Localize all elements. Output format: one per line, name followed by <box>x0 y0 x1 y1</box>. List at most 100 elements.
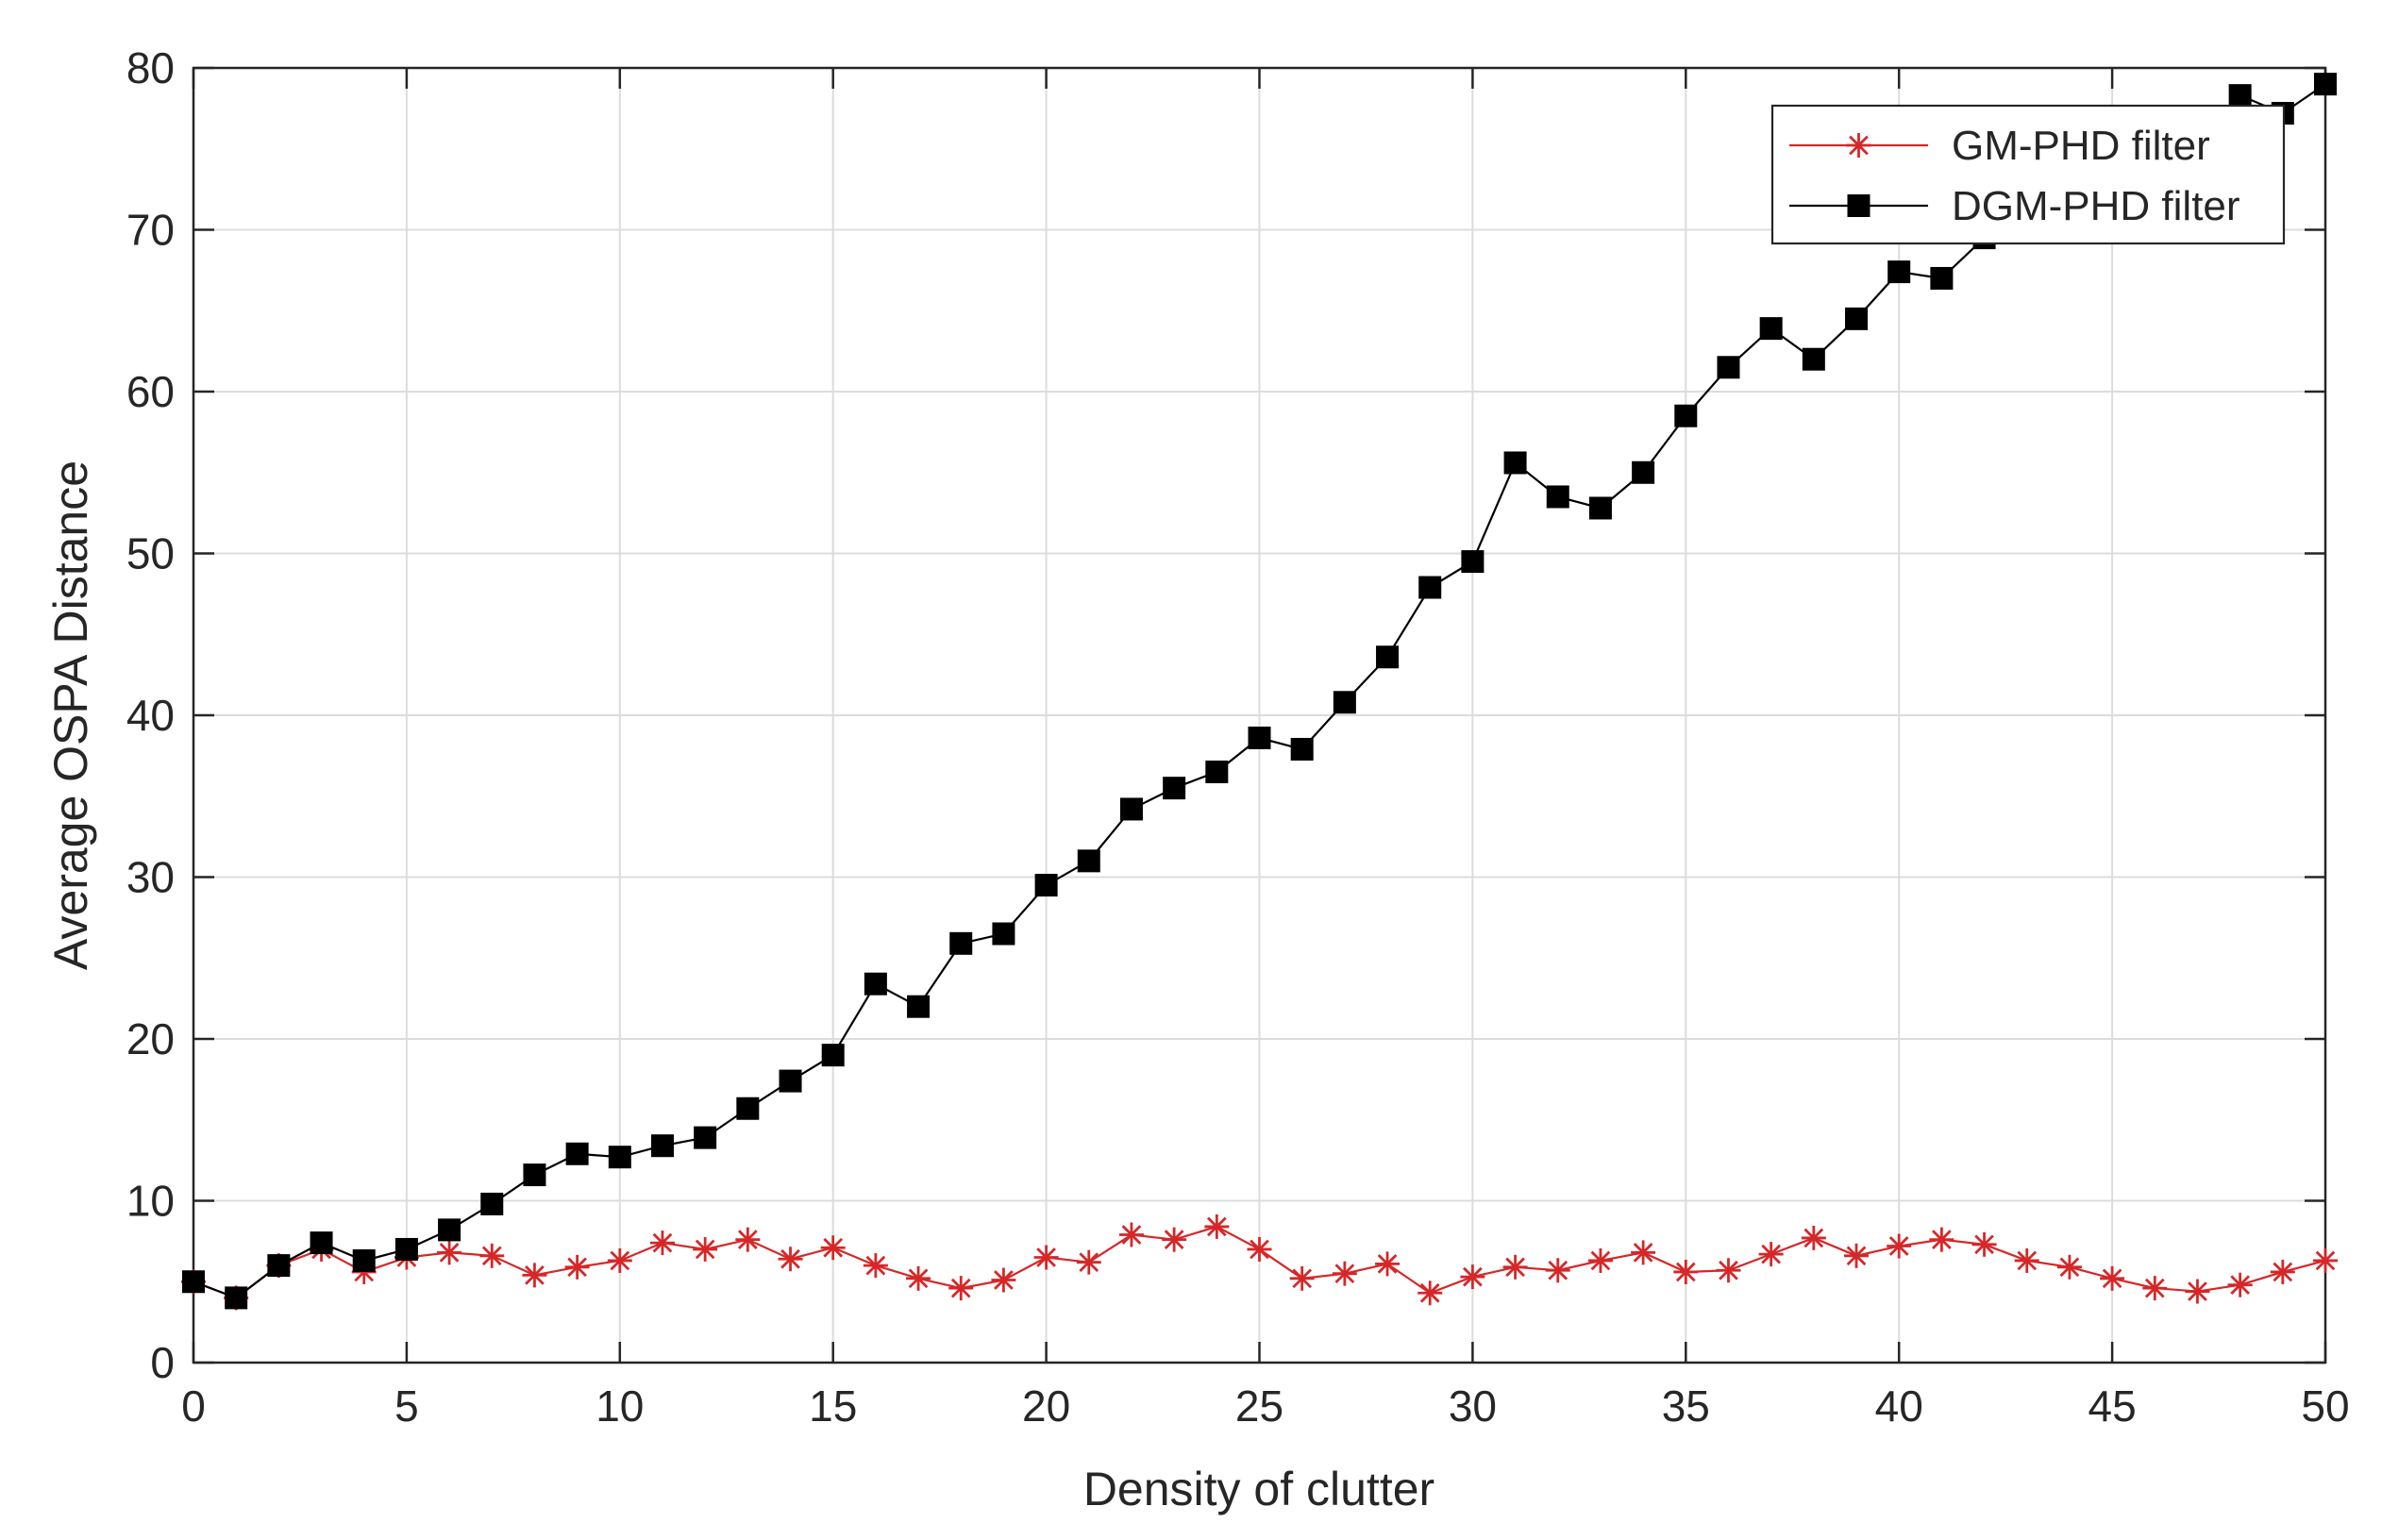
x-tick-label: 50 <box>2301 1381 2349 1431</box>
data-point-dgm-phd-filter <box>1248 727 1271 750</box>
data-point-dgm-phd-filter <box>1930 266 1954 290</box>
data-point-dgm-phd-filter <box>1034 874 1058 897</box>
data-point-gm-phd-filter <box>1971 1231 1997 1257</box>
data-point-dgm-phd-filter <box>182 1270 205 1294</box>
legend-marker <box>1847 194 1870 217</box>
data-point-gm-phd-filter <box>863 1253 888 1279</box>
data-point-gm-phd-filter <box>2227 1272 2253 1297</box>
y-tick-label: 10 <box>126 1177 175 1226</box>
data-point-dgm-phd-filter <box>1845 307 1869 330</box>
legend-marker <box>1846 133 1871 158</box>
data-point-dgm-phd-filter <box>1802 347 1825 371</box>
data-point-gm-phd-filter <box>2100 1265 2125 1291</box>
data-point-dgm-phd-filter <box>2314 73 2337 96</box>
y-tick-label: 70 <box>126 206 175 255</box>
asterisk-stroke <box>610 1250 630 1271</box>
x-tick-label: 5 <box>394 1381 419 1431</box>
data-point-dgm-phd-filter <box>1077 849 1100 873</box>
data-point-dgm-phd-filter <box>1205 761 1229 784</box>
asterisk-stroke <box>695 1239 715 1260</box>
data-point-gm-phd-filter <box>1033 1245 1059 1270</box>
x-tick-label: 20 <box>1022 1381 1070 1431</box>
data-point-dgm-phd-filter <box>352 1248 376 1272</box>
data-point-dgm-phd-filter <box>225 1286 248 1310</box>
y-tick-label: 40 <box>126 691 175 740</box>
data-point-dgm-phd-filter <box>310 1231 333 1255</box>
data-point-dgm-phd-filter <box>1503 451 1527 475</box>
y-tick-label: 30 <box>126 853 175 902</box>
y-tick-label: 0 <box>150 1338 175 1387</box>
data-point-gm-phd-filter <box>1502 1254 1528 1280</box>
asterisk-stroke <box>1463 1266 1483 1287</box>
asterisk-stroke <box>525 1265 545 1285</box>
legend-label: DGM-PHD filter <box>1952 183 2240 229</box>
asterisk-stroke <box>1505 1257 1525 1278</box>
data-point-gm-phd-filter <box>948 1276 974 1301</box>
y-tick-label: 20 <box>126 1014 175 1063</box>
data-point-dgm-phd-filter <box>694 1126 717 1149</box>
asterisk-stroke <box>1932 1230 1952 1250</box>
asterisk-stroke <box>1164 1230 1184 1250</box>
data-point-gm-phd-filter <box>607 1247 632 1273</box>
x-tick-label: 40 <box>1875 1381 1923 1431</box>
asterisk-stroke <box>1761 1244 1782 1264</box>
data-point-dgm-phd-filter <box>267 1254 291 1278</box>
data-point-dgm-phd-filter <box>736 1096 760 1120</box>
data-point-gm-phd-filter <box>1587 1247 1613 1273</box>
asterisk-stroke <box>1419 1282 1440 1303</box>
asterisk-stroke <box>1377 1254 1398 1274</box>
data-point-gm-phd-filter <box>1460 1264 1485 1290</box>
data-point-dgm-phd-filter <box>1333 691 1356 714</box>
data-point-dgm-phd-filter <box>523 1163 546 1187</box>
data-point-gm-phd-filter <box>906 1265 931 1291</box>
data-point-gm-phd-filter <box>1162 1227 1187 1252</box>
data-point-gm-phd-filter <box>1332 1261 1357 1286</box>
data-point-dgm-phd-filter <box>1119 797 1143 821</box>
asterisk-stroke <box>1292 1268 1313 1289</box>
asterisk-stroke <box>567 1257 587 1278</box>
asterisk-stroke <box>823 1237 844 1258</box>
asterisk-stroke <box>2059 1257 2080 1278</box>
y-axis-label: Average OSPA Distance <box>44 460 97 970</box>
data-point-gm-phd-filter <box>735 1227 761 1252</box>
asterisk-stroke <box>1121 1225 1142 1245</box>
legend-box <box>1770 104 2286 245</box>
data-point-dgm-phd-filter <box>1717 356 1740 379</box>
data-point-gm-phd-filter <box>649 1230 675 1256</box>
data-point-gm-phd-filter <box>1758 1242 1784 1267</box>
data-point-gm-phd-filter <box>1929 1227 1954 1252</box>
asterisk-stroke <box>1803 1228 1824 1248</box>
x-tick-label: 30 <box>1449 1381 1497 1431</box>
data-point-dgm-phd-filter <box>992 922 1015 946</box>
asterisk-stroke <box>780 1248 800 1269</box>
x-axis-label: Density of clutter <box>1083 1463 1434 1515</box>
data-point-gm-phd-filter <box>1716 1258 1741 1283</box>
data-point-gm-phd-filter <box>1631 1240 1656 1265</box>
data-point-gm-phd-filter <box>564 1254 590 1280</box>
asterisk-stroke <box>1974 1234 1994 1255</box>
asterisk-stroke <box>1548 1260 1568 1281</box>
asterisk-stroke <box>2315 1250 2336 1271</box>
data-point-dgm-phd-filter <box>2228 84 2252 108</box>
asterisk-stroke <box>1846 1246 1867 1266</box>
data-point-dgm-phd-filter <box>864 972 887 996</box>
data-point-gm-phd-filter <box>1887 1233 1912 1259</box>
asterisk-stroke <box>481 1246 502 1266</box>
y-tick-label: 50 <box>126 529 175 578</box>
data-point-dgm-phd-filter <box>1461 550 1485 574</box>
asterisk-stroke <box>652 1232 673 1253</box>
data-point-dgm-phd-filter <box>650 1134 674 1158</box>
asterisk-stroke <box>1590 1250 1611 1271</box>
data-point-dgm-phd-filter <box>1163 777 1186 800</box>
asterisk-stroke <box>2102 1268 2122 1289</box>
asterisk-stroke <box>908 1268 929 1289</box>
data-point-dgm-phd-filter <box>565 1142 589 1165</box>
data-point-dgm-phd-filter <box>480 1192 504 1215</box>
asterisk-stroke <box>2273 1262 2293 1282</box>
data-point-dgm-phd-filter <box>1418 576 1442 599</box>
asterisk-stroke <box>737 1230 758 1250</box>
data-point-gm-phd-filter <box>2142 1276 2168 1301</box>
data-point-gm-phd-filter <box>991 1267 1016 1293</box>
data-point-gm-phd-filter <box>2313 1247 2338 1273</box>
